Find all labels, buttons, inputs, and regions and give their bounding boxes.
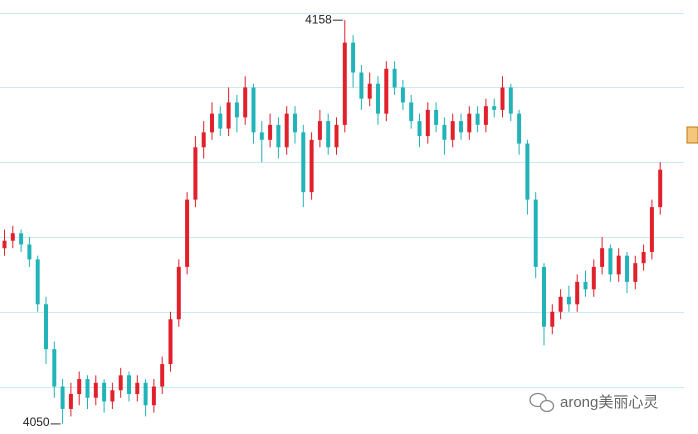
candle-body: [376, 83, 380, 114]
candle-body: [68, 394, 73, 409]
candle-body: [201, 132, 206, 148]
candle-body: [135, 382, 140, 395]
candle-body: [218, 113, 223, 129]
candle-body: [500, 87, 505, 110]
candle-body: [251, 87, 256, 133]
candle-body: [417, 121, 422, 137]
candle-body: [467, 113, 472, 133]
candle-body: [550, 311, 555, 327]
candle-body: [77, 379, 82, 395]
candle-body: [558, 296, 563, 312]
candle-body: [151, 386, 156, 406]
candle-body: [35, 259, 40, 305]
candle-body: [102, 382, 107, 402]
candle-body: [525, 143, 530, 200]
candle-body: [483, 106, 488, 125]
candle-body: [508, 87, 513, 114]
candle-body: [317, 121, 322, 140]
candle-body: [210, 113, 214, 133]
candle-body: [268, 124, 273, 140]
candle-body: [600, 248, 605, 267]
candle-body: [176, 266, 181, 320]
candle-body: [517, 113, 522, 144]
candle-body: [44, 304, 48, 350]
candle-body: [575, 281, 580, 305]
candle-body: [2, 240, 7, 249]
candle-body: [259, 132, 264, 140]
candle-body: [459, 121, 463, 133]
candle-body: [351, 42, 356, 73]
candle-body: [367, 83, 372, 99]
candle-body: [359, 72, 364, 99]
candle-body: [384, 68, 389, 114]
candle-body: [641, 251, 646, 264]
candle-body: [400, 87, 405, 103]
candle-body: [276, 124, 281, 148]
candle-body: [625, 255, 629, 282]
candle-body: [93, 382, 98, 398]
candle-body: [649, 207, 654, 252]
candle-body: [434, 109, 439, 125]
candle-body: [160, 364, 165, 387]
candle-body: [110, 390, 115, 402]
candle-body: [193, 147, 198, 200]
candle-body: [27, 244, 32, 260]
candle-body: [409, 102, 414, 122]
watermark: arong美丽心灵: [560, 394, 658, 411]
price-tag: [686, 126, 698, 144]
candle-body: [118, 375, 123, 391]
candle-body: [127, 375, 131, 395]
candle-body: [334, 124, 339, 148]
candle-body: [342, 42, 347, 125]
candle-body: [185, 199, 190, 267]
candle-body: [566, 296, 571, 305]
candle-body: [533, 199, 538, 267]
candle-body: [475, 113, 480, 125]
candle-body: [284, 113, 289, 148]
candle-body: [633, 263, 638, 282]
candle-body: [52, 349, 57, 387]
candle-body: [326, 121, 331, 148]
candle-body: [591, 266, 596, 290]
candle-body: [293, 113, 297, 133]
candle-body: [542, 266, 546, 327]
watermark-icon: [529, 392, 555, 413]
candle-body: [392, 68, 397, 88]
candle-body: [10, 233, 15, 241]
candle-body: [143, 382, 148, 406]
candle-body: [168, 319, 173, 365]
candle-body: [234, 102, 239, 118]
low-label: 4050: [23, 415, 50, 429]
candle-body: [450, 121, 455, 140]
candle-body: [492, 106, 497, 110]
candle-body: [442, 124, 447, 140]
candle-body: [658, 169, 663, 208]
candle-body: [301, 132, 306, 193]
candle-body: [60, 386, 65, 409]
candle-body: [226, 102, 231, 129]
candle-body: [19, 233, 24, 245]
candle-body: [243, 87, 248, 118]
candle-body: [583, 281, 588, 290]
candle-body: [85, 379, 90, 398]
high-label: 4158: [305, 12, 332, 26]
candle-body: [309, 139, 314, 193]
candle-body: [616, 255, 621, 275]
candle-body: [608, 248, 613, 275]
candle-body: [425, 109, 430, 137]
